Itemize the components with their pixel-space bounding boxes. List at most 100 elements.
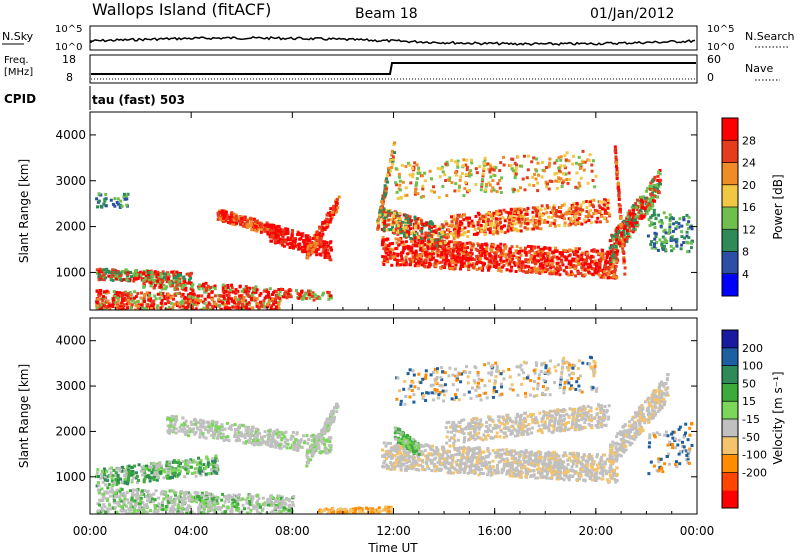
power-cell [594, 211, 598, 215]
power-cell [653, 175, 657, 179]
power-cell [97, 199, 101, 203]
power-cell [462, 252, 466, 255]
power-cell [377, 217, 381, 221]
power-cell [120, 301, 124, 305]
power-cell [462, 213, 466, 217]
power-cell [506, 227, 510, 231]
power-cell [579, 208, 583, 211]
power-cell [658, 169, 662, 172]
power-cell [180, 301, 184, 305]
power-cell [315, 230, 319, 234]
power-cell [575, 201, 579, 205]
power-cell [608, 256, 612, 260]
power-cell [273, 312, 276, 315]
power-cell [628, 229, 632, 233]
power-cell [234, 308, 238, 310]
power-cell [685, 213, 689, 217]
power-cell [119, 278, 123, 282]
power-cell [613, 234, 616, 238]
power-cell [483, 231, 487, 235]
power-cell [138, 307, 142, 310]
power-cell [311, 237, 315, 240]
power-cell [522, 214, 526, 218]
power-cell [183, 280, 187, 284]
power-cell [660, 221, 664, 225]
power-cell [234, 216, 238, 220]
power-cell [162, 310, 165, 313]
power-cell [531, 175, 535, 179]
power-cell [510, 157, 514, 161]
power-cell [494, 265, 498, 269]
power-cell [318, 242, 322, 246]
power-cell [639, 211, 643, 214]
power-cell [662, 244, 666, 248]
power-cell [559, 210, 562, 214]
velocity-cell [154, 489, 158, 493]
power-cell [308, 293, 312, 297]
power-cell [331, 210, 334, 214]
power-cell [490, 167, 494, 171]
power-cell [487, 268, 490, 272]
power-cell [112, 290, 116, 293]
power-cell [333, 205, 337, 209]
power-cell [539, 208, 543, 212]
power-colorbar-tick-4: 20 [742, 179, 756, 192]
power-cell [454, 173, 458, 177]
power-cell [574, 274, 578, 278]
power-cell [526, 206, 530, 210]
power-cell [569, 222, 573, 226]
power-cell [613, 269, 617, 273]
power-cell [419, 248, 423, 252]
power-cell [565, 272, 569, 276]
power-cell [503, 231, 507, 235]
power-cell [209, 315, 212, 318]
power-cell [612, 274, 616, 278]
power-cell [609, 260, 613, 264]
power-cell [481, 261, 485, 265]
power-cell [232, 218, 236, 222]
power-cell [625, 237, 629, 241]
power-cell [382, 247, 386, 251]
power-cell [434, 231, 438, 235]
power-y-tick-2: 3000 [55, 174, 86, 188]
power-cell [424, 253, 428, 257]
power-cell [391, 255, 395, 259]
power-cell [485, 182, 488, 186]
date-label: 01/Jan/2012 [590, 6, 674, 22]
power-cell [392, 143, 396, 147]
power-cell [279, 232, 283, 236]
velocity-cell [171, 514, 174, 517]
power-cell [536, 161, 540, 165]
power-cell [250, 228, 254, 232]
power-cell [553, 269, 557, 273]
power-cell [395, 216, 399, 220]
power-cell [488, 183, 492, 187]
power-cell [527, 260, 531, 264]
power-cell [253, 298, 257, 302]
power-cell [464, 258, 468, 262]
power-cell [430, 226, 433, 230]
velocity-cell [248, 502, 252, 506]
power-cell [454, 171, 458, 174]
velocity-cell [115, 488, 119, 492]
power-cell [95, 306, 99, 310]
power-cell [119, 312, 122, 315]
power-cell [388, 211, 392, 215]
power-cell [104, 193, 108, 196]
power-cell [181, 283, 185, 287]
power-cell [120, 269, 124, 273]
power-cell [680, 230, 684, 234]
power-cell [396, 224, 400, 228]
power-cell [274, 315, 277, 318]
power-cell [318, 236, 322, 240]
power-cell [573, 253, 576, 256]
power-cell [443, 262, 447, 266]
power-cell [464, 163, 468, 167]
power-cell [593, 185, 597, 189]
power-cell [653, 213, 657, 217]
power-cell [255, 221, 259, 225]
power-cell [557, 169, 561, 173]
power-cell [136, 310, 139, 313]
power-cell [635, 221, 639, 225]
velocity-cell [194, 496, 198, 500]
